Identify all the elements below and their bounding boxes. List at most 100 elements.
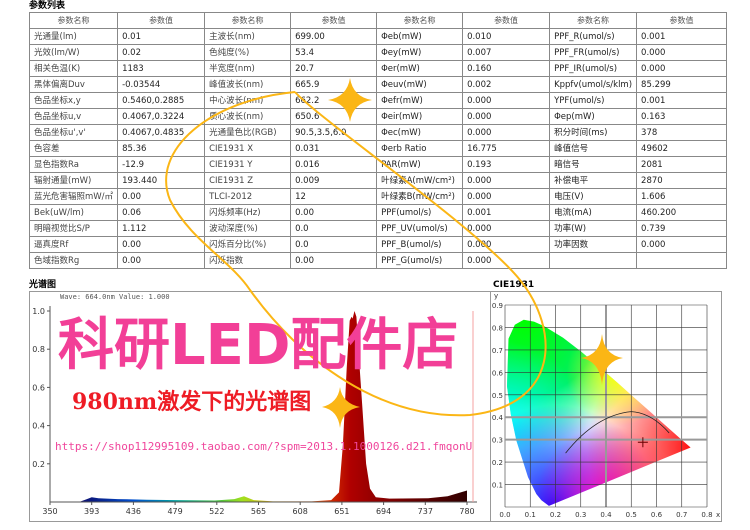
param-value: 0.000 <box>462 108 551 125</box>
param-value: 53.4 <box>290 44 378 61</box>
param-value: 0.163 <box>636 108 728 125</box>
params-table: 参数名称 参数值 参数名称 参数值 参数名称 参数值 参数名称 参数值 光通量(lm) 0.01… <box>28 12 728 269</box>
param-value: 0.007 <box>462 44 551 61</box>
param-name: PPF_G(umol/s) <box>376 252 464 269</box>
param-value: 0.031 <box>290 140 378 157</box>
param-name: 半宽度(nm) <box>204 60 292 77</box>
param-name: 色品坐标u,v <box>28 108 119 125</box>
param-name: Φep(mW) <box>549 108 638 125</box>
param-value: 0.000 <box>462 172 551 189</box>
param-value: 0.00 <box>117 188 206 205</box>
param-value: 85.36 <box>117 140 206 157</box>
param-name: Kppfv(umol/s/klm) <box>549 76 638 93</box>
param-value: 0.4067,0.3224 <box>117 108 206 125</box>
param-value: 0.001 <box>462 204 551 221</box>
table-row: 色品坐标u',v' 0.4067,0.4835 光通量色比(RGB) 90.5,3.5… <box>28 124 728 141</box>
table-row: 相关色温(K) 1183 半宽度(nm) 20.7 Φer(mW) 0.160 PPF_IR… <box>28 60 728 77</box>
param-value: 699.00 <box>290 28 378 45</box>
param-value: 0.4067,0.4835 <box>117 124 206 141</box>
column-header: 参数名称 <box>549 12 638 29</box>
table-row: 色品坐标x,y 0.5460,0.2885 中心波长(nm) 662.2 Φefr(mW… <box>28 92 728 109</box>
param-name: PPF_UV(umol/s) <box>376 220 464 237</box>
param-value: 0.000 <box>462 124 551 141</box>
param-name: 相关色温(K) <box>28 60 119 77</box>
param-name: 闪烁频率(Hz) <box>204 204 292 221</box>
param-name: Φeb(mW) <box>376 28 464 45</box>
param-name: 蓝光危害辐照mW/㎡ <box>28 188 119 205</box>
param-value: -12.9 <box>117 156 206 173</box>
param-name: 显色指数Ra <box>28 156 119 173</box>
param-value: 0.06 <box>117 204 206 221</box>
param-value: 193.440 <box>117 172 206 189</box>
param-value: 1.606 <box>636 188 728 205</box>
param-name: 色纯度(%) <box>204 44 292 61</box>
param-value: 0.000 <box>462 188 551 205</box>
param-value: 0.193 <box>462 156 551 173</box>
param-name: PAR(mW) <box>376 156 464 173</box>
param-value: 0.5460,0.2885 <box>117 92 206 109</box>
param-name: 主波长(nm) <box>204 28 292 45</box>
param-value: 0.000 <box>462 220 551 237</box>
column-header: 参数值 <box>290 12 378 29</box>
param-name: Bek(uW/lm) <box>28 204 119 221</box>
param-name: 电压(V) <box>549 188 638 205</box>
param-name: 电流(mA) <box>549 204 638 221</box>
cie-section-title: CIE1931 <box>493 280 535 290</box>
param-value: 665.9 <box>290 76 378 93</box>
param-value: 0.002 <box>462 76 551 93</box>
param-name: 叶绿素B(mW/cm²) <box>376 188 464 205</box>
param-value: 2870 <box>636 172 728 189</box>
param-name: Φerb Ratio <box>376 140 464 157</box>
spectrum-readout: Wave: 664.0nm Value: 1.000 <box>60 293 170 301</box>
table-header-row: 参数名称 参数值 参数名称 参数值 参数名称 参数值 参数名称 参数值 <box>28 12 728 29</box>
param-name: 光效(lm/W) <box>28 44 119 61</box>
param-name: YPF(umol/s) <box>549 92 638 109</box>
param-value: 0.009 <box>290 172 378 189</box>
column-header: 参数名称 <box>204 12 292 29</box>
param-name: TLCI-2012 <box>204 188 292 205</box>
column-header: 参数名称 <box>376 12 464 29</box>
param-name: 质心波长(nm) <box>204 108 292 125</box>
param-name: 明暗视觉比S/P <box>28 220 119 237</box>
table-row: 色容差 85.36 CIE1931 X 0.031 Φerb Ratio 16.775 峰值… <box>28 140 728 157</box>
param-value: 650.6 <box>290 108 378 125</box>
param-value: 0.00 <box>290 204 378 221</box>
param-value: 460.200 <box>636 204 728 221</box>
param-name: 闪烁指数 <box>204 252 292 269</box>
param-name: 功率(W) <box>549 220 638 237</box>
param-value: 0.001 <box>636 92 728 109</box>
column-header: 参数值 <box>636 12 728 29</box>
cie-panel <box>490 291 722 522</box>
param-value: 90.5,3.5,6.0 <box>290 124 378 141</box>
param-name: PPF_IR(umol/s) <box>549 60 638 77</box>
param-value: 0.000 <box>636 236 728 253</box>
param-name: 中心波长(nm) <box>204 92 292 109</box>
param-name: PPF_FR(umol/s) <box>549 44 638 61</box>
param-value: 12 <box>290 188 378 205</box>
spectrum-caption: 980nm激发下的光谱图 <box>72 389 312 415</box>
param-value: 0.000 <box>636 60 728 77</box>
param-name: 辐射通量(mW) <box>28 172 119 189</box>
param-value: 0.00 <box>290 252 378 269</box>
table-row: 黑体偏离Duv -0.03544 峰值波长(nm) 665.9 Φeuv(mW) 0.00… <box>28 76 728 93</box>
column-header: 参数值 <box>117 12 206 29</box>
param-value: 0.010 <box>462 28 551 45</box>
params-section-title: 参数列表 <box>29 1 66 11</box>
param-name: Φec(mW) <box>376 124 464 141</box>
param-name: Φeuv(mW) <box>376 76 464 93</box>
param-value: 20.7 <box>290 60 378 77</box>
column-header: 参数名称 <box>28 12 119 29</box>
param-name: PPF(umol/s) <box>376 204 464 221</box>
param-name: 峰值信号 <box>549 140 638 157</box>
param-name: 黑体偏离Duv <box>28 76 119 93</box>
table-row: 明暗视觉比S/P 1.112 波动深度(%) 0.0 PPF_UV(umol/s) 0.0… <box>28 220 728 237</box>
param-name: 色域指数Rg <box>28 252 119 269</box>
param-value <box>636 252 728 269</box>
param-value: 0.02 <box>117 44 206 61</box>
param-name: Φefr(mW) <box>376 92 464 109</box>
table-row: 光通量(lm) 0.01 主波长(nm) 699.00 Φeb(mW) 0.010 PPF_… <box>28 28 728 45</box>
param-value: 0.016 <box>290 156 378 173</box>
param-name: 色品坐标x,y <box>28 92 119 109</box>
param-value: 0.0 <box>290 236 378 253</box>
param-name: 暗信号 <box>549 156 638 173</box>
